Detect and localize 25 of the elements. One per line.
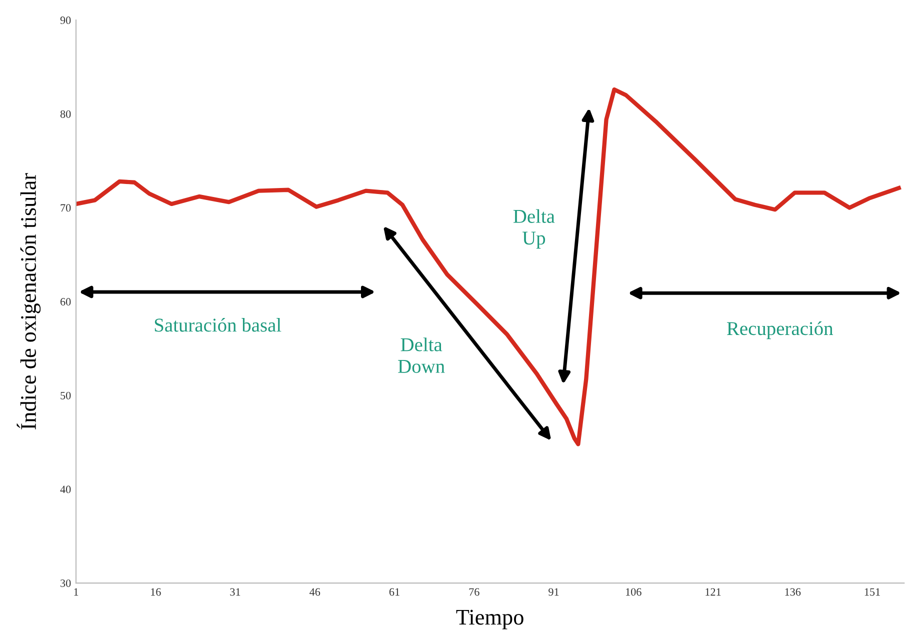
x-tick-label: 76: [469, 588, 480, 596]
y-tick-label: 50: [60, 392, 71, 400]
annotation: Recuperación: [726, 321, 834, 340]
annotation: Delta Up: [513, 209, 555, 249]
x-tick-label: 61: [389, 588, 400, 596]
x-tick-label: 121: [706, 588, 721, 596]
x-tick-label: 136: [785, 588, 801, 596]
y-tick-label: 90: [60, 16, 71, 24]
y-tick-label: 80: [60, 110, 71, 118]
x-tick-label: 16: [151, 588, 161, 596]
x-tick-label: 151: [864, 588, 880, 596]
y-axis-title: Índice de oxigenación tisular: [16, 173, 41, 430]
x-axis-title: Tiempo: [456, 610, 524, 630]
x-tick-label: 106: [626, 588, 642, 596]
line-series: [76, 87, 901, 446]
annotation: Delta Down: [398, 338, 445, 373]
x-tick-label: 91: [548, 588, 559, 596]
y-tick-label: 60: [60, 298, 71, 306]
y-tick-label: 40: [60, 486, 71, 494]
annotation: Saturación basal: [154, 318, 282, 332]
x-tick-label: 1: [74, 588, 78, 596]
x-tick-label: 46: [310, 588, 320, 596]
y-tick-label: 30: [60, 579, 71, 587]
y-tick-label: 70: [60, 204, 71, 212]
x-tick-label: 31: [230, 588, 240, 596]
